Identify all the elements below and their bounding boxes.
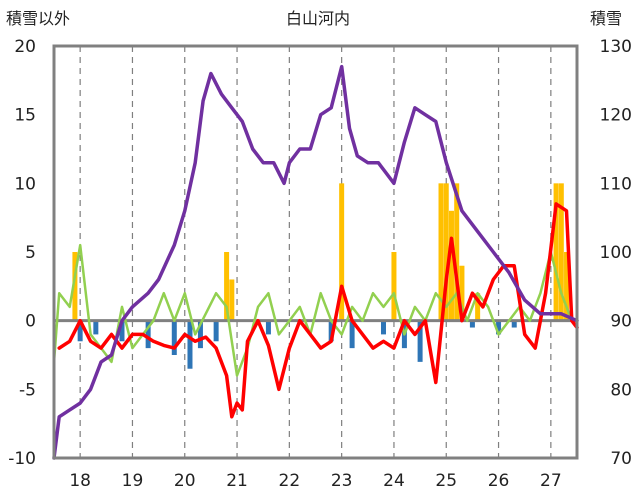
bar (443, 183, 449, 321)
x-tick-label: 26 (488, 471, 510, 491)
bar (558, 183, 564, 321)
y-axis-right-title: 積雪 (590, 9, 622, 28)
y-right-tick-label: 90 (610, 312, 632, 332)
bar (438, 183, 444, 321)
bar (93, 320, 99, 335)
bar (553, 183, 559, 321)
y-axis-left-title: 積雪以外 (6, 9, 70, 28)
x-tick-label: 25 (435, 471, 457, 491)
y-right-tick-label: 70 (610, 449, 632, 469)
bar (475, 293, 481, 321)
bar (380, 320, 386, 335)
y-right-tick-label: 80 (610, 380, 632, 400)
bar (469, 320, 475, 328)
bar (187, 320, 193, 369)
bar (77, 320, 83, 342)
y-left-tick-label: -5 (19, 380, 36, 400)
y-left-tick-label: 10 (14, 174, 36, 194)
y-right-tick-label: 130 (600, 37, 632, 57)
bar (171, 320, 177, 355)
y-left-tick-label: -10 (8, 449, 36, 469)
bar (459, 265, 465, 321)
plot-border (52, 44, 579, 460)
x-tick-label: 24 (383, 471, 405, 491)
bar (339, 183, 345, 321)
x-tick-label: 21 (226, 471, 248, 491)
y-axis-right-ticks: 70 80 90 100 110 120 130 (600, 37, 632, 469)
bar (119, 320, 125, 342)
bar (454, 183, 460, 321)
bar (391, 252, 397, 321)
y-right-tick-label: 110 (600, 174, 632, 194)
bar (229, 279, 235, 321)
gridlines (79, 46, 552, 458)
x-tick-label: 23 (331, 471, 353, 491)
bar (417, 320, 423, 362)
bar (511, 320, 517, 328)
y-left-tick-label: 20 (14, 37, 36, 57)
bar (197, 320, 203, 349)
y-left-tick-label: 0 (25, 312, 36, 332)
chart-title: 白山河内 (286, 9, 350, 28)
bar (349, 320, 355, 349)
bar-series (72, 183, 570, 369)
line-series (52, 64, 579, 460)
y-left-tick-label: 5 (25, 243, 36, 263)
series-line (52, 64, 579, 460)
y-right-tick-label: 120 (600, 106, 632, 126)
bar (448, 210, 454, 321)
bar (265, 320, 271, 335)
y-left-tick-label: 15 (14, 106, 36, 126)
bar (72, 252, 78, 321)
bar (145, 320, 151, 349)
x-tick-label: 18 (69, 471, 91, 491)
x-tick-label: 27 (540, 471, 562, 491)
y-right-tick-label: 100 (600, 243, 632, 263)
bar (224, 252, 230, 321)
x-tick-label: 22 (279, 471, 301, 491)
bar (328, 320, 334, 342)
bar (496, 320, 502, 335)
plot-frame (52, 44, 579, 460)
x-axis-ticks: 18 19 20 21 22 23 24 25 26 27 (69, 471, 561, 491)
y-axis-left-ticks: -10 -5 0 5 10 15 20 (8, 37, 36, 469)
x-tick-label: 19 (122, 471, 144, 491)
bar (213, 320, 219, 342)
x-tick-label: 20 (174, 471, 196, 491)
series-line (57, 202, 579, 419)
bar (564, 252, 570, 321)
